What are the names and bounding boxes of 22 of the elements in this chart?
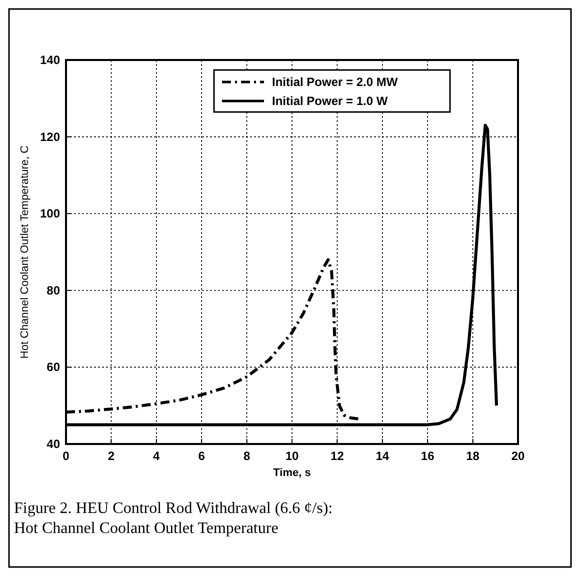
x-tick-label: 8: [243, 449, 250, 463]
legend-label: Initial Power = 1.0 W: [272, 94, 388, 108]
x-tick-label: 18: [466, 449, 480, 463]
x-tick-label: 0: [62, 449, 70, 463]
legend-label: Initial Power = 2.0 MW: [272, 75, 398, 89]
y-tick-label: 40: [46, 437, 60, 451]
y-tick-label: 80: [46, 283, 60, 298]
x-tick-label: 16: [420, 449, 435, 463]
y-tick-label: 140: [40, 53, 60, 67]
x-tick-label: 12: [330, 449, 344, 463]
x-tick-label: 14: [376, 449, 390, 463]
y-axis-title: Hot Channel Coolant Outlet Temperature, C: [19, 145, 31, 359]
x-axis-title: Time, s: [273, 467, 311, 479]
y-tick-label: 60: [46, 360, 60, 374]
y-tick-label: 100: [40, 206, 60, 221]
x-tick-label: 4: [153, 449, 160, 463]
x-tick-label: 20: [511, 449, 525, 463]
x-tick-label: 10: [285, 449, 299, 463]
x-tick-label: 6: [198, 449, 206, 463]
x-tick-label: 2: [108, 449, 115, 463]
caption: Figure 2. HEU Control Rod Withdrawal (6.6 ¢/s): Hot Channel Coolant Outlet Temperature: [14, 500, 333, 537]
y-tick-label: 120: [40, 130, 60, 144]
